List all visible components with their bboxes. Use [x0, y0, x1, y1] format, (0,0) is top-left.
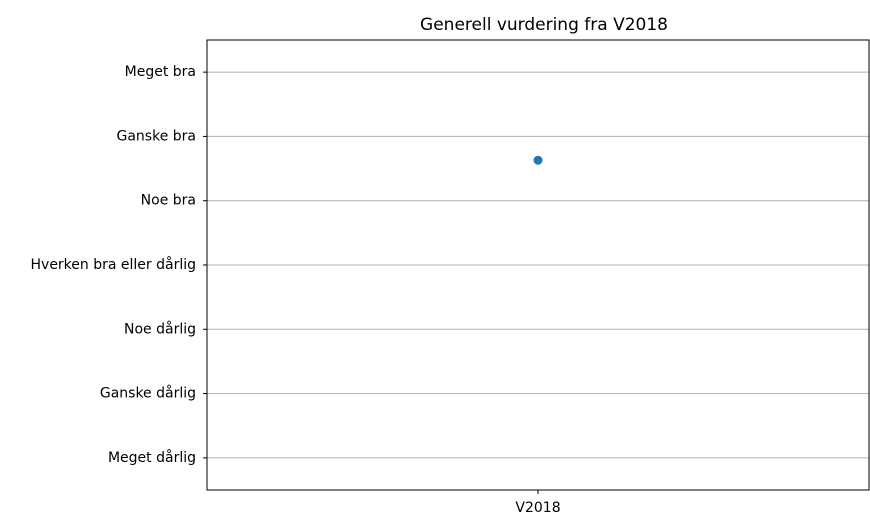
plot-frame — [206, 39, 870, 491]
x-tick-label: V2018 — [515, 500, 560, 514]
y-tick-label: Ganske bra — [117, 128, 197, 144]
point — [533, 155, 543, 165]
chart-title: Generell vurdering fra V2018 — [420, 15, 668, 35]
y-tick-label: Ganske dårlig — [100, 385, 196, 402]
y-tick-label: Meget bra — [125, 64, 196, 80]
y-tick-label: Noe dårlig — [124, 320, 196, 337]
y-tick-label: Noe bra — [141, 193, 196, 209]
y-tick-label: Hverken bra eller dårlig — [31, 256, 197, 273]
y-tick-label: Meget dårlig — [108, 449, 196, 466]
